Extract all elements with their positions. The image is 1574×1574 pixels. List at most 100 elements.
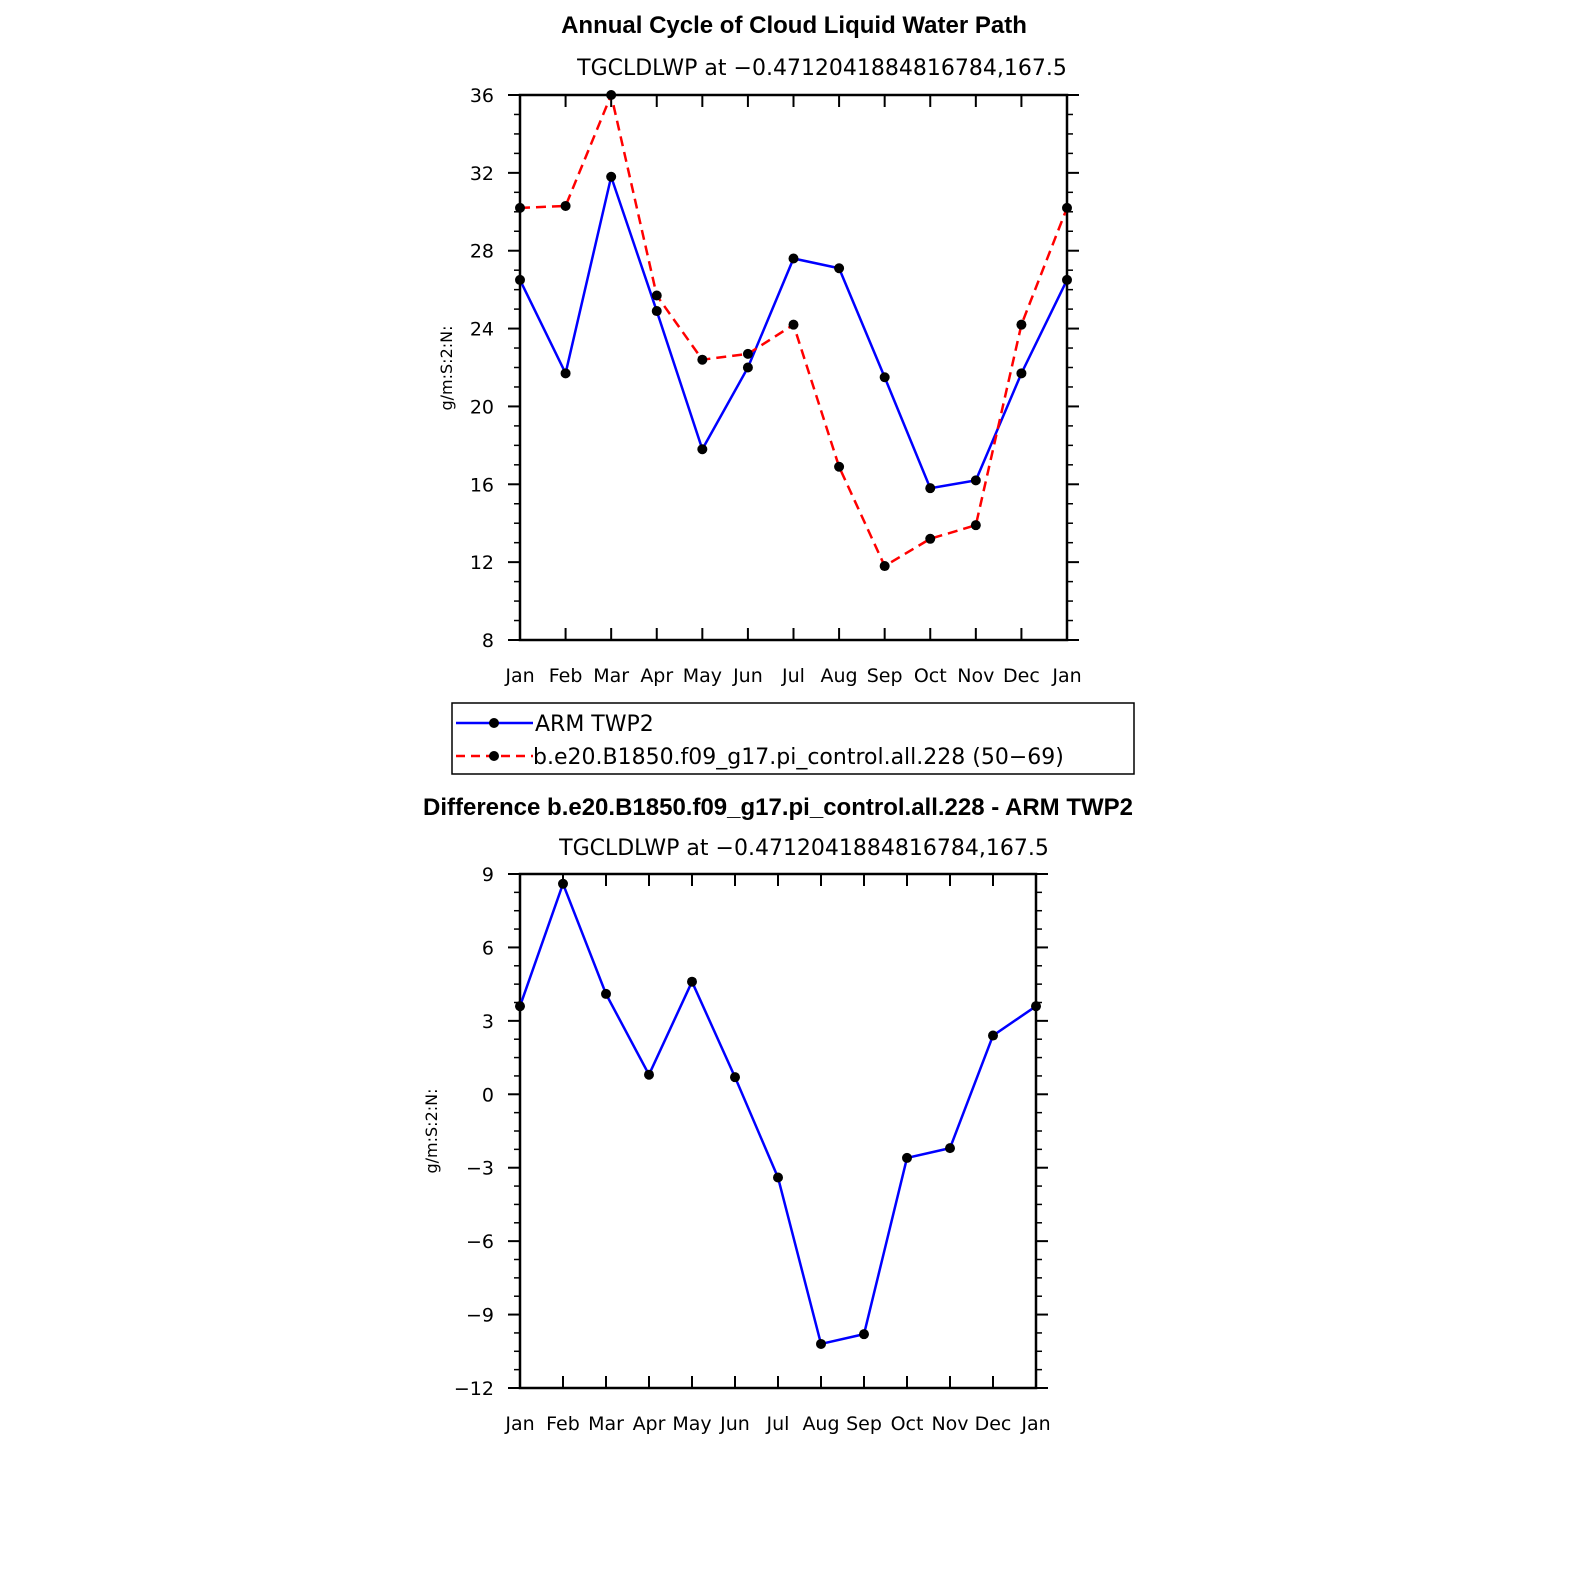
x-tick-label: Jul	[781, 665, 805, 687]
y-tick-label: 36	[470, 85, 494, 107]
chart-subtitle: TGCLDLWP at −0.4712041884816784,167.5	[558, 836, 1049, 861]
y-tick-label: 20	[470, 396, 494, 418]
x-tick-label: Apr	[640, 665, 673, 687]
data-point	[742, 362, 753, 373]
data-point	[1016, 368, 1027, 379]
y-axis-label: g/m:S:2:N:	[437, 326, 456, 411]
data-point	[606, 171, 617, 182]
data-point	[651, 306, 662, 317]
x-tick-label: Feb	[549, 665, 583, 687]
y-tick-label: 3	[482, 1011, 494, 1033]
data-point	[859, 1329, 869, 1340]
y-axis-label: g/m:S:2:N:	[422, 1089, 441, 1174]
x-tick-label: Jul	[766, 1413, 790, 1435]
y-tick-label: −3	[466, 1158, 494, 1180]
legend-label-arm: ARM TWP2	[535, 712, 654, 737]
x-tick-label: Jun	[719, 1413, 750, 1435]
data-point	[988, 1030, 998, 1041]
series-line-0	[518, 880, 1037, 1346]
chart-title: Annual Cycle of Cloud Liquid Water Path	[561, 12, 1027, 39]
series-line-0	[518, 172, 1069, 490]
legend-label-model: b.e20.B1850.f09_g17.pi_control.all.228 (…	[533, 745, 1064, 770]
x-tick-label: Sep	[867, 665, 903, 687]
data-point	[560, 200, 571, 211]
data-point	[925, 483, 936, 494]
x-tick-label: Jan	[1051, 665, 1081, 687]
data-point	[879, 372, 890, 383]
data-point	[558, 878, 568, 889]
data-point	[816, 1338, 826, 1349]
data-point	[1062, 274, 1072, 285]
data-point	[515, 202, 525, 213]
legend: ARM TWP2 b.e20.B1850.f09_g17.pi_control.…	[451, 702, 1135, 775]
data-point	[687, 976, 697, 987]
data-point	[879, 561, 890, 572]
x-tick-label: Aug	[821, 665, 858, 687]
x-tick-label: Sep	[846, 1413, 882, 1435]
data-point	[834, 263, 845, 274]
plot-frame	[518, 872, 1038, 1390]
data-point	[970, 475, 981, 486]
y-tick-label: 9	[482, 864, 494, 886]
x-tick-label: May	[672, 1413, 711, 1435]
data-point	[1062, 202, 1072, 213]
y-tick-label: −6	[466, 1231, 494, 1253]
x-tick-label: Apr	[633, 1413, 666, 1435]
x-tick-label: Mar	[588, 1413, 624, 1435]
data-point	[834, 461, 845, 472]
y-tick-label: −12	[454, 1378, 494, 1400]
y-tick-label: 32	[470, 163, 494, 185]
x-tick-label: Jun	[732, 665, 763, 687]
data-point	[730, 1072, 740, 1083]
x-tick-label: Mar	[593, 665, 629, 687]
y-tick-label: −9	[466, 1305, 494, 1327]
legend-marker-arm	[489, 718, 499, 728]
data-point	[788, 253, 799, 264]
panel-annual-cycle: Annual Cycle of Cloud Liquid Water Path …	[437, 12, 1082, 687]
data-point	[515, 274, 525, 285]
data-point	[651, 290, 662, 301]
chart-title: Difference b.e20.B1850.f09_g17.pi_contro…	[423, 794, 1133, 821]
data-point	[515, 1001, 525, 1012]
data-point	[1016, 319, 1027, 330]
x-tick-label: Nov	[957, 665, 994, 687]
x-tick-label: Jan	[504, 1413, 534, 1435]
data-point	[925, 533, 936, 544]
y-tick-label: 6	[482, 937, 494, 959]
x-tick-label: Aug	[802, 1413, 839, 1435]
y-tick-label: 8	[482, 630, 494, 652]
series-line-1	[519, 90, 1069, 568]
x-tick-label: Nov	[931, 1413, 968, 1435]
y-tick-label: 28	[470, 241, 494, 263]
data-point	[945, 1143, 955, 1154]
x-tick-label: Feb	[546, 1413, 580, 1435]
y-tick-label: 12	[470, 552, 494, 574]
chart-subtitle: TGCLDLWP at −0.4712041884816784,167.5	[576, 56, 1067, 81]
data-point	[1031, 1001, 1041, 1012]
x-tick-label: May	[683, 665, 722, 687]
y-tick-label: 16	[470, 474, 494, 496]
x-tick-label: Oct	[891, 1413, 924, 1435]
data-point	[644, 1069, 654, 1080]
data-point	[697, 354, 708, 365]
y-tick-label: 0	[482, 1084, 494, 1106]
data-point	[742, 348, 753, 359]
data-point	[601, 988, 611, 999]
x-tick-label: Oct	[914, 665, 947, 687]
x-tick-label: Dec	[975, 1413, 1012, 1435]
data-point	[697, 444, 708, 455]
data-point	[773, 1172, 783, 1183]
data-point	[970, 520, 981, 531]
plot-frame	[518, 93, 1069, 642]
data-point	[788, 319, 799, 330]
panel-difference: Difference b.e20.B1850.f09_g17.pi_contro…	[422, 794, 1133, 1435]
x-tick-label: Jan	[504, 665, 534, 687]
data-point	[606, 90, 617, 100]
data-point	[902, 1152, 912, 1163]
x-tick-label: Dec	[1003, 665, 1040, 687]
legend-marker-model	[489, 751, 499, 761]
legend-box	[451, 702, 1135, 775]
data-point	[560, 368, 571, 379]
x-tick-label: Jan	[1020, 1413, 1050, 1435]
